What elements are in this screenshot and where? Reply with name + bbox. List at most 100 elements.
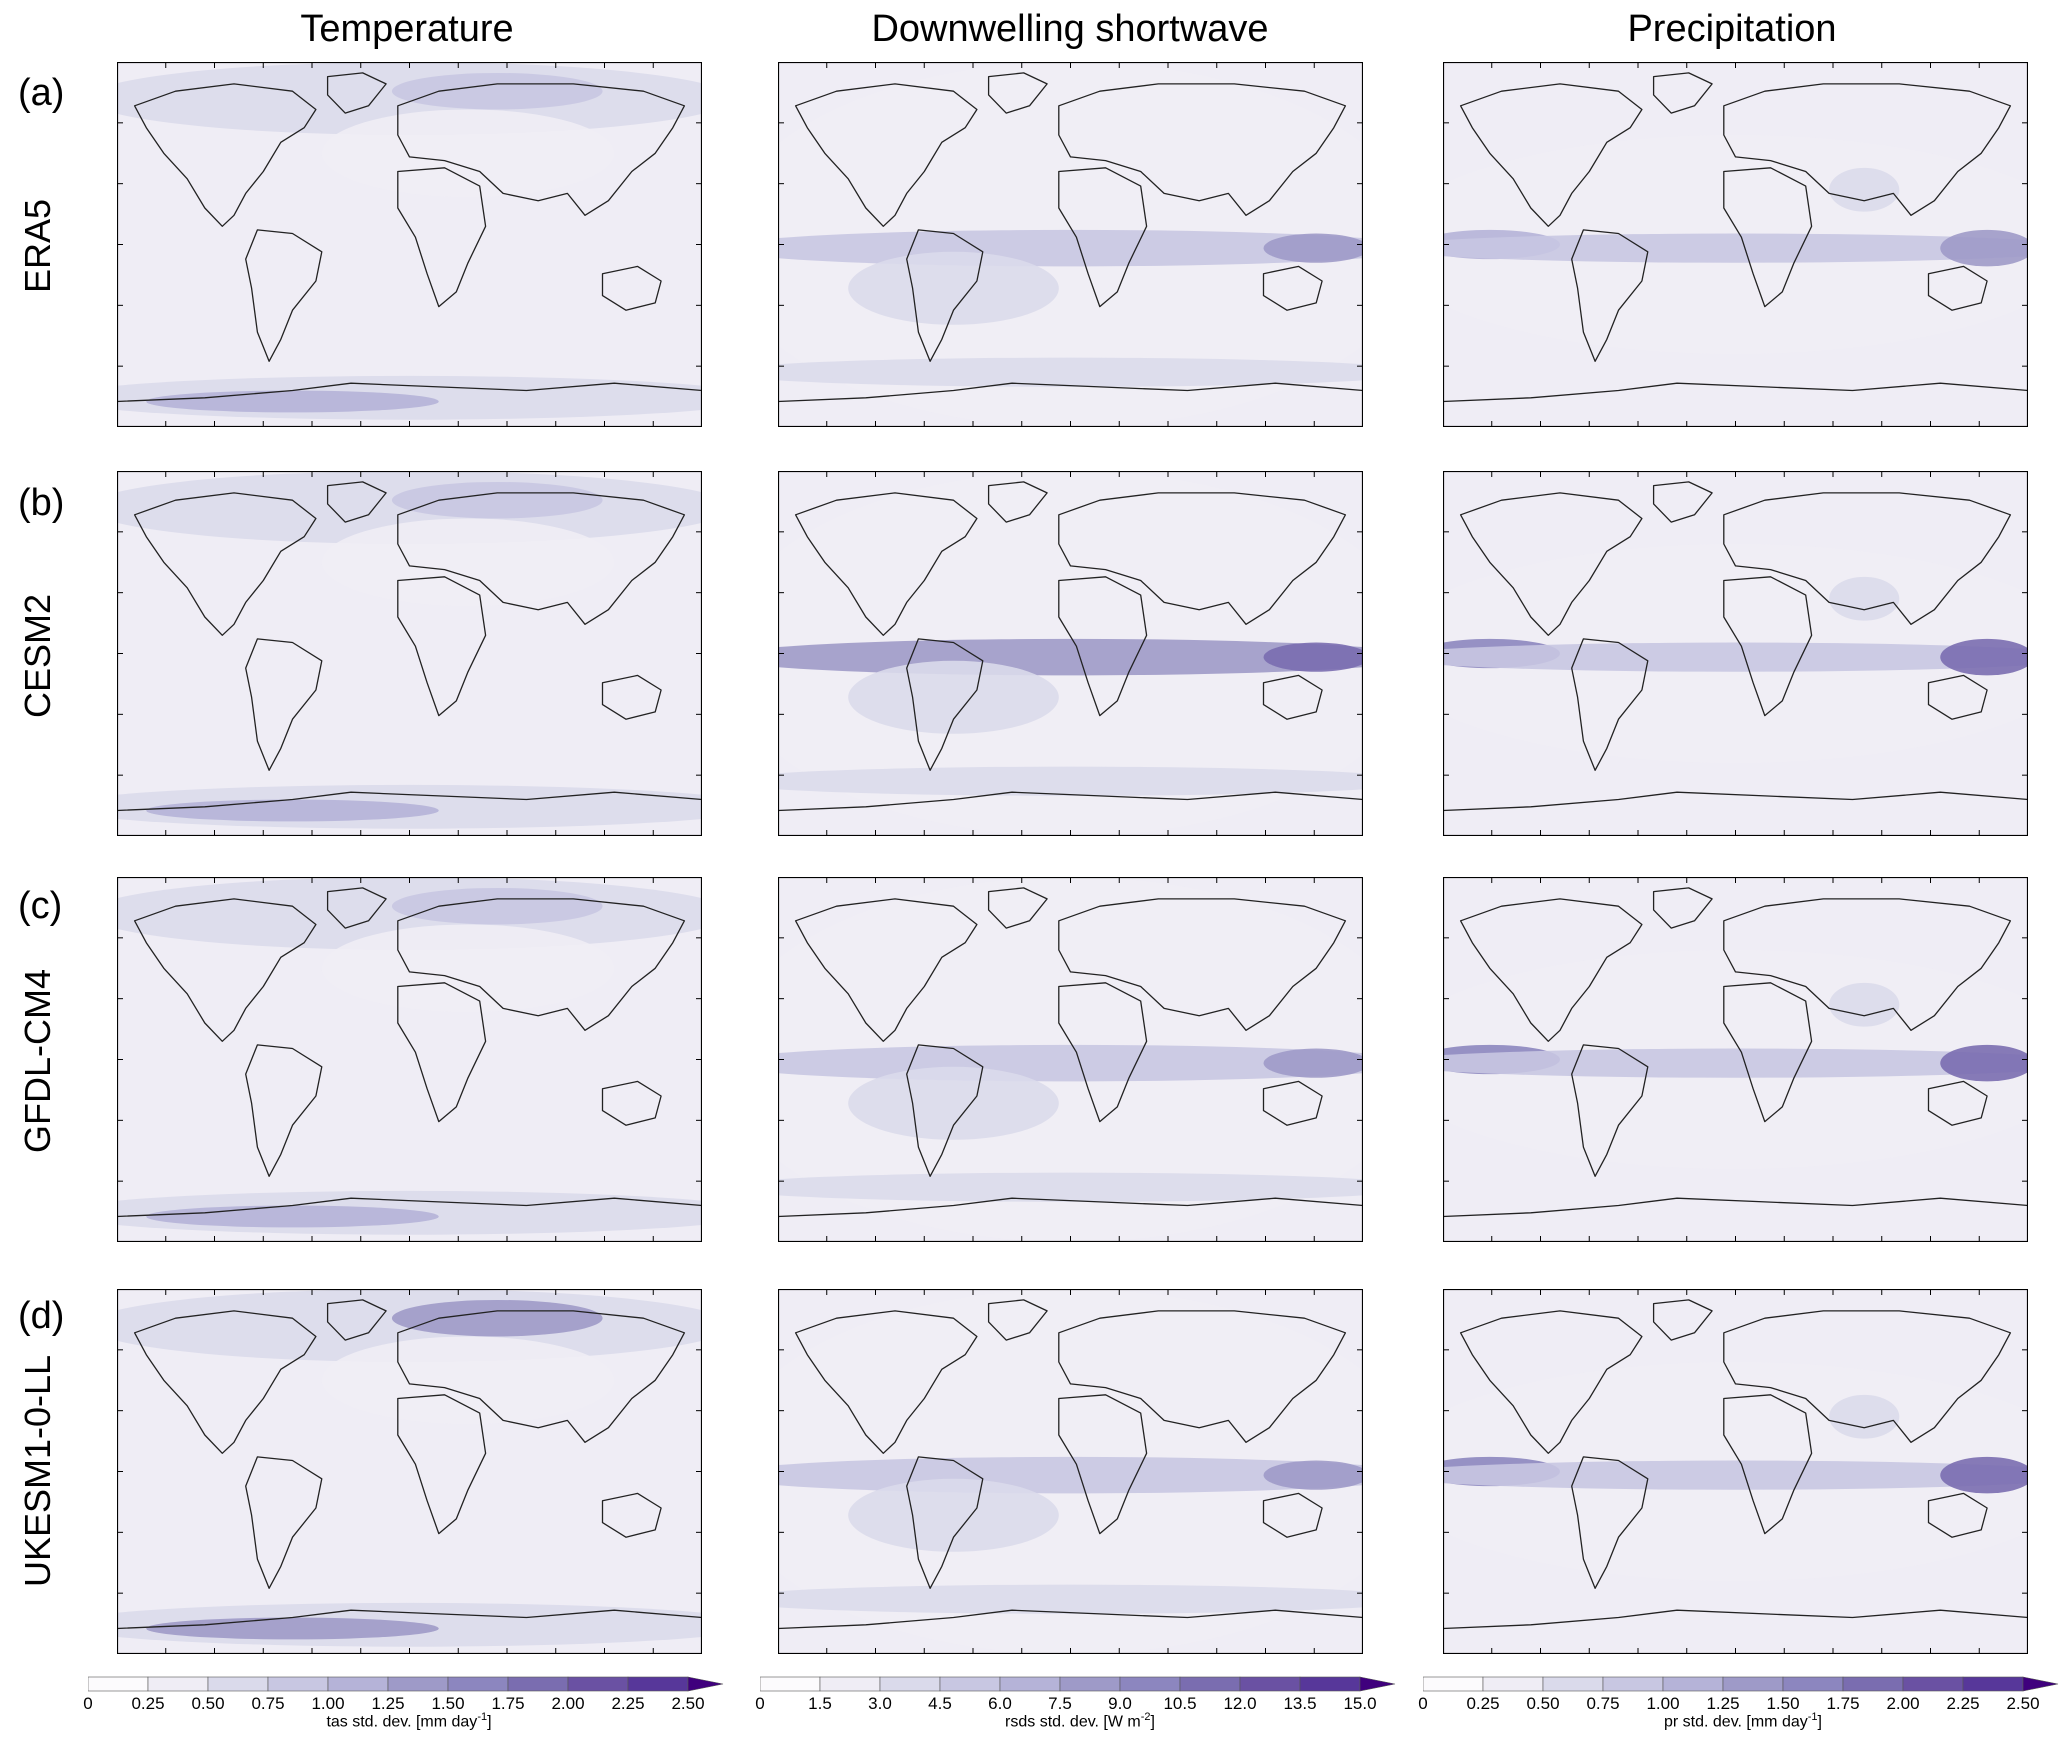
map-temperature-cesm2 [117,471,702,836]
colorbar-tick-label: 1.50 [1766,1694,1800,1713]
column-title-temperature: Temperature [300,8,514,50]
colorbar-tick-label: 1.50 [431,1694,465,1713]
coastline-antarctica [117,382,702,427]
coastline-eurasia [1723,492,2012,625]
coastline-greenland [326,1299,387,1341]
coastline-africa [397,982,487,1123]
coastline-greenland [987,887,1048,929]
colorbar-segment [387,1676,449,1692]
column-title-shortwave: Downwelling shortwave [871,8,1269,50]
shading-band-3 [1263,233,1363,263]
coastline-greenland [1652,72,1713,114]
colorbar-segment [819,1676,881,1692]
colorbar-tick-label: 1.75 [491,1694,525,1713]
colorbar-tick-label: 2.25 [611,1694,645,1713]
shading-band-2 [1443,233,2028,263]
coastline-australia [1262,1080,1323,1126]
shading-band-3 [1940,229,2028,267]
coastline-northAmerica [133,898,317,1042]
colorbar-segment [760,1676,821,1692]
coastline-southAmerica [1571,638,1649,771]
coastline-australia [1927,265,1988,311]
colorbar-segment [447,1676,509,1692]
colorbar-segment [1239,1676,1301,1692]
shading-band-3 [146,1205,439,1228]
colorbar-segment [1423,1676,1484,1692]
colorbar-label-precipitation: pr std. dev. [mm day-1] [1664,1711,1822,1731]
colorbar-tick-label: 9.0 [1108,1694,1132,1713]
coastline-africa [1723,576,1813,717]
coastline-australia [1262,1492,1323,1538]
coastline-antarctica [778,791,1363,836]
colorbar-segment [567,1676,629,1692]
colorbar-tick-label: 2.00 [1886,1694,1920,1713]
coastline-greenland [987,481,1048,523]
coastline-greenland [326,72,387,114]
shading-band-4 [778,1172,1363,1202]
colorbar-label-temperature: tas std. dev. [mm day-1] [326,1711,492,1731]
coastline-australia [1927,1492,1988,1538]
coastline-greenland [987,72,1048,114]
coastline-greenland [326,481,387,523]
colorbar-segment [267,1676,329,1692]
colorbar-segment [207,1676,269,1692]
coastline-australia [1927,674,1988,720]
colorbar-segment [627,1676,689,1692]
map-precipitation-gfdl [1443,877,2028,1242]
coastline-northAmerica [794,1310,978,1454]
map-temperature-gfdl [117,877,702,1242]
coastline-antarctica [117,1609,702,1654]
shading-band-4 [1829,982,1900,1027]
colorbar-tick-label: 1.75 [1826,1694,1860,1713]
coastline-eurasia [1058,898,1347,1031]
coastline-antarctica [1443,791,2028,836]
coastline-antarctica [778,1609,1363,1654]
colorbar-tick-label: 2.50 [671,1694,705,1713]
coastline-northAmerica [133,492,317,636]
shading-band-3 [1940,1456,2028,1494]
colorbar-tick-label: 1.25 [1706,1694,1740,1713]
coastline-antarctica [778,382,1363,427]
shading-band-2 [848,1066,1059,1140]
map-temperature-era5 [117,62,702,427]
colorbar-tick-label: 2.25 [1946,1694,1980,1713]
coastline-southAmerica [245,1456,323,1589]
colorbar-segment [939,1676,1001,1692]
coastline-australia [601,1080,662,1126]
coastline-africa [1723,982,1813,1123]
coastline-northAmerica [133,1310,317,1454]
colorbar-segment [1482,1676,1544,1692]
shading-band-3 [146,799,439,822]
colorbar-tick-label: 4.5 [928,1694,952,1713]
coastline-southAmerica [906,638,984,771]
shading-band-1 [391,72,603,110]
coastline-australia [1262,265,1323,311]
colorbar-segment [1602,1676,1664,1692]
coastline-africa [1058,1394,1148,1535]
shading-band-3 [1263,1048,1363,1078]
coastline-greenland [1652,481,1713,523]
colorbar-segment [1179,1676,1241,1692]
shading-band-4 [321,518,615,607]
coastline-antarctica [1443,1197,2028,1242]
shading-band-3 [1940,1044,2028,1082]
colorbar-segment [1299,1676,1361,1692]
colorbar-tick-label: 7.5 [1048,1694,1072,1713]
coastline-africa [1058,982,1148,1123]
coastline-greenland [1652,1299,1713,1341]
colorbar-segment [1059,1676,1121,1692]
coastline-greenland [987,1299,1048,1341]
map-shortwave-gfdl [778,877,1363,1242]
colorbar-tick-label: 0 [755,1694,765,1713]
colorbar-tick-label: 1.00 [1646,1694,1680,1713]
colorbar-tick-label: 0.50 [1526,1694,1560,1713]
colorbar-segment [1542,1676,1604,1692]
coastline-africa [1723,1394,1813,1535]
coastline-africa [1723,167,1813,308]
colorbar-tick-label: 0.75 [251,1694,285,1713]
shading-band-2 [848,251,1059,325]
shading-band-4 [778,766,1363,796]
colorbar-segment [507,1676,569,1692]
coastline-antarctica [1443,382,2028,427]
colorbar-segment [1119,1676,1181,1692]
